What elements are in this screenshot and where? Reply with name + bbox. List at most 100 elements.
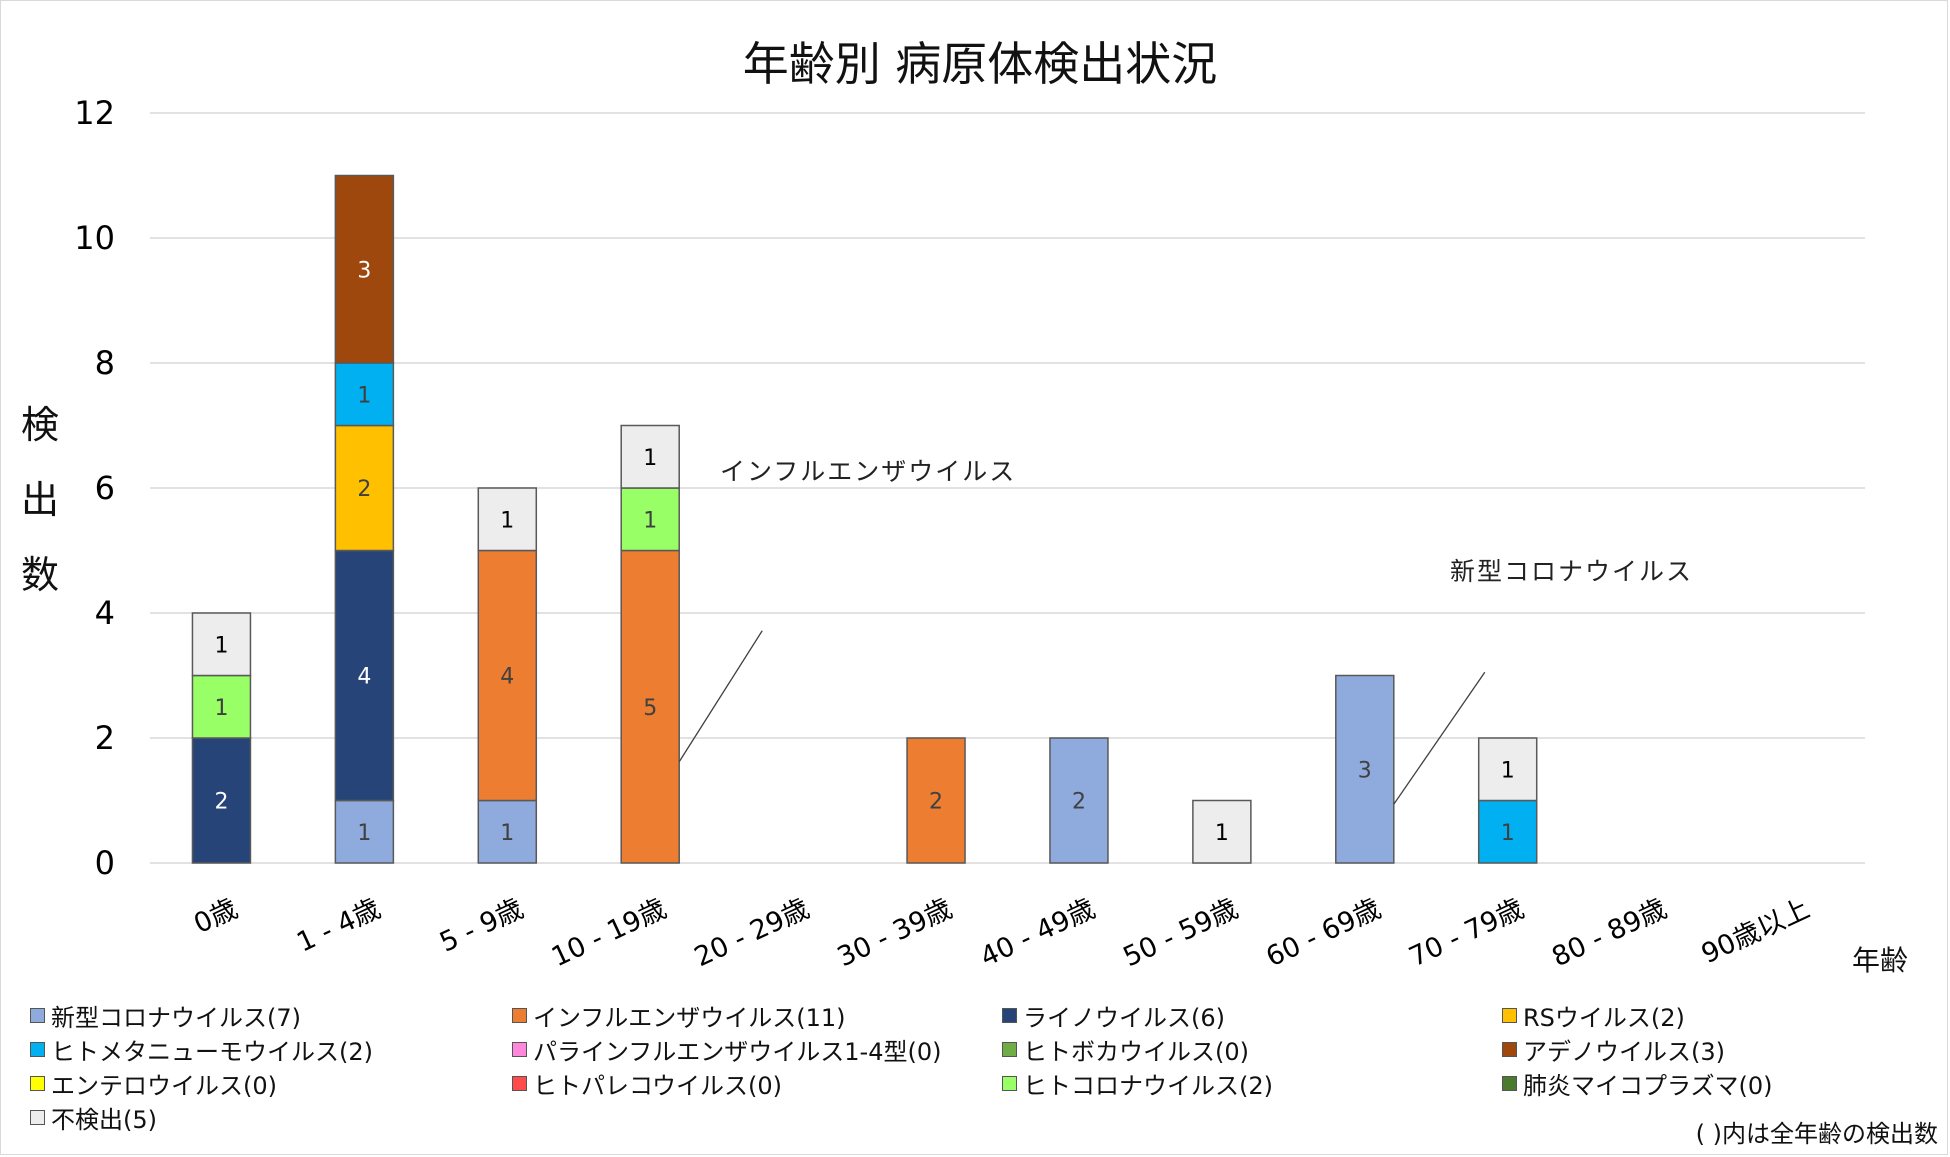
- callout-line: [1393, 671, 1486, 805]
- data-label: 1: [1501, 821, 1515, 846]
- bar-segment: [1049, 737, 1109, 864]
- legend-item: 肺炎マイコプラズマ(0): [1502, 1066, 1773, 1101]
- data-label: 1: [1215, 821, 1229, 846]
- legend-item: RSウイルス(2): [1502, 998, 1685, 1033]
- x-tick-label: 60 - 69歳: [1262, 893, 1386, 973]
- bar-segment: [334, 424, 395, 552]
- y-tick-label: 0: [95, 844, 115, 882]
- x-tick-label: 50 - 59歳: [1119, 893, 1243, 973]
- data-label: 2: [929, 790, 943, 815]
- legend-label: 不検出(5): [51, 1106, 157, 1134]
- bar-segment: [334, 549, 395, 802]
- y-tick-label: 8: [95, 344, 115, 382]
- legend-label: 肺炎マイコプラズマ(0): [1523, 1072, 1773, 1100]
- x-tick-label: 90歳以上: [1697, 893, 1815, 970]
- y-tick-label: 6: [95, 469, 115, 507]
- y-axis-ticks: 0 2 4 6 8 10 12: [74, 94, 115, 882]
- legend-item: ヒトボカウイルス(0): [1002, 1032, 1249, 1067]
- data-label: 1: [643, 446, 657, 471]
- legend-label: アデノウイルス(3): [1523, 1038, 1725, 1066]
- y-tick-label: 2: [95, 719, 115, 757]
- legend-item: ヒトパレコウイルス(0): [512, 1066, 782, 1101]
- legend-swatch: [1502, 1042, 1517, 1057]
- legend-label: エンテロウイルス(0): [51, 1072, 277, 1100]
- data-label: 3: [357, 258, 371, 283]
- chart-title: 年齢別 病原体検出状況: [743, 37, 1218, 91]
- bar-segment: [906, 737, 966, 864]
- legend-swatch: [30, 1076, 45, 1091]
- y-tick-label: 4: [95, 594, 115, 632]
- data-label: 1: [214, 633, 228, 658]
- legend-item: 新型コロナウイルス(7): [30, 998, 301, 1033]
- data-label: 1: [1501, 758, 1515, 783]
- data-label: 4: [357, 665, 371, 690]
- legend-label: 新型コロナウイルス(7): [51, 1004, 301, 1032]
- data-label: 2: [214, 790, 228, 815]
- x-axis-label: 年齢: [1852, 944, 1908, 977]
- legend-item: ライノウイルス(6): [1002, 998, 1225, 1033]
- x-tick-label: 80 - 89歳: [1547, 893, 1671, 973]
- legend-label: ヒトコロナウイルス(2): [1023, 1072, 1273, 1100]
- legend-swatch: [1002, 1076, 1017, 1091]
- legend-swatch: [512, 1008, 527, 1023]
- bar-segment: [334, 799, 395, 864]
- legend-swatch: [1502, 1008, 1517, 1023]
- bar-segment: [191, 737, 252, 864]
- bar-segment: [191, 612, 252, 677]
- legend-swatch: [512, 1042, 527, 1057]
- legend-label: パラインフルエンザウイルス1-4型(0): [533, 1038, 942, 1066]
- data-label: 3: [1358, 758, 1372, 783]
- legend-swatch: [30, 1042, 45, 1057]
- bar-segment: [620, 549, 680, 864]
- bar-segment: [620, 424, 680, 489]
- x-tick-label: 5 - 9歳: [435, 893, 528, 958]
- data-label: 4: [500, 665, 514, 690]
- footnote: ( )内は全年齢の検出数: [1695, 1120, 1938, 1148]
- grid-layer: [150, 112, 1865, 864]
- legend-label: インフルエンザウイルス(11): [533, 1004, 846, 1032]
- x-tick-label: 70 - 79歳: [1404, 893, 1528, 973]
- legend-label: ヒトボカウイルス(0): [1023, 1038, 1249, 1066]
- legend-swatch: [30, 1110, 45, 1125]
- y-axis-label: 検出数: [21, 403, 59, 597]
- legend-label: ヒトパレコウイルス(0): [533, 1072, 783, 1100]
- data-label: 1: [357, 821, 371, 846]
- legend-item: エンテロウイルス(0): [30, 1066, 277, 1101]
- legend-item: ヒトコロナウイルス(2): [1002, 1066, 1273, 1101]
- data-label: 2: [1072, 790, 1086, 815]
- bar-segment: [1335, 674, 1395, 864]
- data-label: 2: [357, 477, 371, 502]
- bar-segment: [477, 487, 538, 552]
- bar-segment: [1192, 799, 1252, 864]
- legend-swatch: [30, 1008, 45, 1023]
- x-tick-label: 30 - 39歳: [833, 893, 957, 973]
- x-axis-ticks: 0歳 1 - 4歳 5 - 9歳 10 - 19歳 20 - 29歳 30 - 39歳 40…: [189, 893, 1814, 973]
- legend-item: パラインフルエンザウイルス1-4型(0): [512, 1032, 941, 1067]
- y-axis-label-char: 出: [21, 478, 59, 522]
- bars-layer: 2 1 1 1 4 2 1 3 1 4 1 5 1 1 2 2 1 3 1 1: [191, 174, 1538, 864]
- legend-swatch: [512, 1076, 527, 1091]
- legend-item: 不検出(5): [30, 1100, 157, 1135]
- y-axis-label-char: 数: [21, 553, 59, 597]
- bar-segment: [1477, 737, 1538, 802]
- y-axis-label-char: 検: [21, 403, 59, 447]
- bar-segment: [477, 549, 538, 802]
- legend-item: ヒトメタニューモウイルス(2): [30, 1032, 373, 1067]
- legend-swatch: [1002, 1042, 1017, 1057]
- callout-line: [678, 630, 763, 763]
- legend-swatch: [1002, 1008, 1017, 1023]
- x-tick-label: 40 - 49歳: [976, 893, 1100, 973]
- data-label: 1: [643, 508, 657, 533]
- legend-swatch: [1502, 1076, 1517, 1091]
- data-label: 5: [643, 696, 657, 721]
- y-tick-label: 10: [74, 219, 115, 257]
- x-tick-label: 1 - 4歳: [292, 893, 385, 958]
- data-label: 1: [357, 383, 371, 408]
- x-tick-label: 20 - 29歳: [690, 893, 814, 973]
- data-label: 1: [214, 696, 228, 721]
- legend-label: RSウイルス(2): [1523, 1004, 1685, 1032]
- legend-label: ヒトメタニューモウイルス(2): [51, 1038, 373, 1066]
